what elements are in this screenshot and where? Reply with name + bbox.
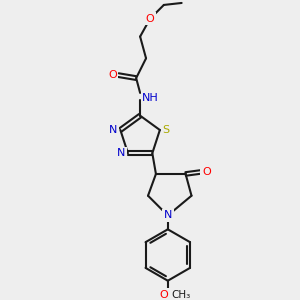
Text: O: O	[108, 70, 117, 80]
Text: N: N	[117, 148, 125, 158]
Text: N: N	[164, 211, 172, 220]
Text: N: N	[109, 125, 118, 135]
Text: O: O	[160, 290, 168, 300]
Text: O: O	[146, 14, 154, 24]
Text: CH₃: CH₃	[172, 290, 191, 300]
Text: O: O	[202, 167, 211, 177]
Text: NH: NH	[142, 93, 159, 103]
Text: S: S	[162, 125, 169, 135]
